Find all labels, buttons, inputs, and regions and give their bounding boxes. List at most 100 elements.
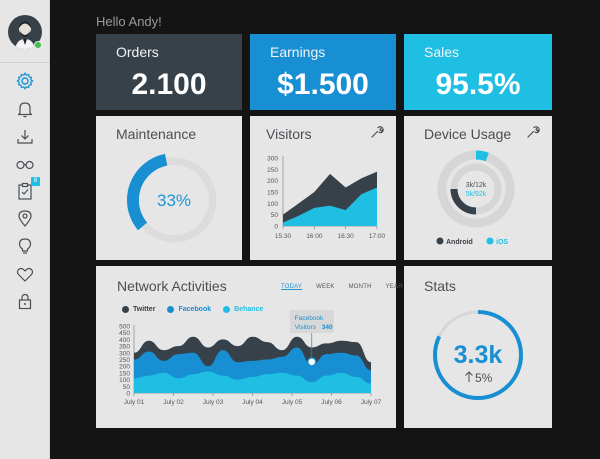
sales-card[interactable]: Sales 95.5%: [404, 34, 552, 110]
legend-android: Android: [446, 239, 473, 246]
network-x-tick: July 05: [282, 399, 303, 406]
ios-usage-arc: [437, 150, 515, 228]
stats-gauge-arc: [433, 310, 523, 400]
tab-today[interactable]: TODAY: [281, 284, 303, 290]
gear-icon: [16, 72, 34, 90]
device-usage-gauge: 3k/12k 5k/92k Android iOS: [436, 150, 515, 246]
network-x-tick: July 04: [242, 399, 263, 406]
network-activities-card: Network Activities TODAY WEEK MONTH YEAR…: [96, 266, 403, 428]
network-y-tick: 300: [119, 350, 130, 357]
legend-dot-twitter: [122, 306, 129, 313]
tooltip-box: [289, 310, 334, 333]
legend-label-facebook: Facebook: [178, 306, 212, 313]
visitors-y-tick: 150: [267, 190, 278, 197]
legend-dot-behance: [223, 306, 231, 313]
tab-week[interactable]: WEEK: [316, 284, 335, 290]
online-status-dot: [34, 41, 42, 49]
maintenance-gauge-inner: [139, 165, 209, 235]
clipboard-icon: [18, 182, 32, 200]
avatar[interactable]: [8, 15, 42, 49]
network-x-tick: July 07: [361, 399, 382, 406]
heart-icon: [16, 267, 34, 282]
network-period-tabs: TODAY WEEK MONTH YEAR: [274, 284, 410, 290]
network-y-tick: 400: [119, 337, 130, 344]
visitors-y-tick: 50: [271, 212, 279, 219]
stats-value: 3.3k: [454, 341, 503, 369]
network-x-tick: July 01: [124, 399, 145, 406]
orders-label: Orders: [116, 44, 159, 60]
visitors-x-tick: 16:30: [338, 233, 355, 240]
network-x-tick: July 02: [163, 399, 184, 406]
visitors-y-tick: 200: [267, 178, 278, 185]
lock-icon: [18, 293, 32, 310]
network-y-tick: 200: [119, 364, 130, 371]
tooltip-series-label: Facebook: [295, 315, 324, 322]
stats-card: Stats 3.3k 5%: [404, 266, 552, 428]
download-icon: [17, 130, 33, 144]
sidebar-item-notifications[interactable]: [13, 98, 37, 120]
maintenance-title: Maintenance: [116, 126, 197, 142]
maintenance-card: Maintenance 33%: [96, 116, 242, 260]
sidebar-item-security[interactable]: [13, 290, 37, 312]
tooltip-value: 340: [322, 324, 333, 331]
location-pin-icon: [18, 210, 32, 227]
network-y-tick: 100: [119, 377, 130, 384]
tooltip-marker[interactable]: [307, 357, 317, 367]
tasks-count-badge: 8: [31, 177, 40, 186]
arrow-up-icon: [465, 371, 473, 382]
network-title: Network Activities: [117, 278, 227, 294]
bell-icon: [17, 102, 33, 118]
earnings-card[interactable]: Earnings $1.500: [250, 34, 396, 110]
ios-usage-text: 5k/92k: [466, 191, 487, 198]
orders-card[interactable]: Orders 2.100: [96, 34, 242, 110]
device-usage-card: Device Usage 3k/12k 5k/92k Android iOS: [404, 116, 552, 260]
legend-ios: iOS: [496, 239, 508, 246]
network-y-tick: 350: [119, 344, 130, 351]
sidebar-item-ideas[interactable]: [13, 235, 37, 257]
android-usage-text: 3k/12k: [466, 182, 487, 189]
wrench-icon[interactable]: [526, 125, 540, 139]
stats-gauge: 3.3k 5%: [433, 310, 523, 400]
network-y-tick: 0: [126, 391, 130, 398]
sidebar-divider: [0, 62, 50, 63]
visitors-x-tick: 17:00: [369, 233, 386, 240]
legend-label-behance: Behance: [234, 306, 264, 313]
visitors-chart: 0 50 100 150 200 250 300 15:30 16:00 16:30 17:00: [267, 156, 386, 241]
device-usage-title: Device Usage: [424, 126, 512, 142]
android-usage-arc: [450, 163, 502, 215]
sidebar-item-favorites[interactable]: [13, 263, 37, 285]
sidebar-item-location[interactable]: [13, 207, 37, 229]
lightbulb-icon: [18, 238, 32, 254]
network-y-tick: 250: [119, 357, 130, 364]
tooltip-metric-label: Visitors: [295, 324, 317, 331]
legend-item-facebook: Facebook: [167, 306, 211, 313]
tab-year[interactable]: YEAR: [385, 284, 403, 290]
legend-dot-ios: [486, 237, 494, 245]
maintenance-gauge: 33%: [127, 153, 221, 247]
sidebar-item-settings[interactable]: [13, 70, 37, 92]
wrench-icon[interactable]: [370, 125, 384, 139]
maintenance-gauge-arc: [127, 153, 221, 247]
visitors-x-tick: 16:00: [306, 233, 323, 240]
visitors-title: Visitors: [266, 126, 312, 142]
visitors-y-tick: 0: [274, 224, 278, 231]
sidebar-item-downloads[interactable]: [13, 126, 37, 148]
sidebar-item-tasks[interactable]: [13, 180, 37, 202]
legend-label-twitter: Twitter: [133, 306, 156, 313]
visitors-x-tick: 15:30: [275, 233, 292, 240]
sales-label: Sales: [424, 44, 460, 60]
tab-month[interactable]: MONTH: [348, 284, 372, 290]
sidebar-item-views[interactable]: [13, 153, 37, 175]
visitors-y-tick: 100: [267, 201, 278, 208]
visitors-y-tick: 300: [267, 156, 278, 163]
orders-value: 2.100: [131, 68, 207, 101]
network-legend: Twitter Facebook Behance: [122, 306, 263, 313]
visitors-y-tick: 250: [267, 167, 278, 174]
network-y-tick: 500: [119, 324, 130, 331]
earnings-value: $1.500: [277, 68, 369, 101]
network-x-tick: July 06: [321, 399, 342, 406]
legend-item-twitter: Twitter: [122, 306, 155, 313]
user-avatar-icon: [15, 21, 35, 49]
network-area-behance: [134, 371, 371, 393]
stats-title: Stats: [424, 278, 456, 294]
